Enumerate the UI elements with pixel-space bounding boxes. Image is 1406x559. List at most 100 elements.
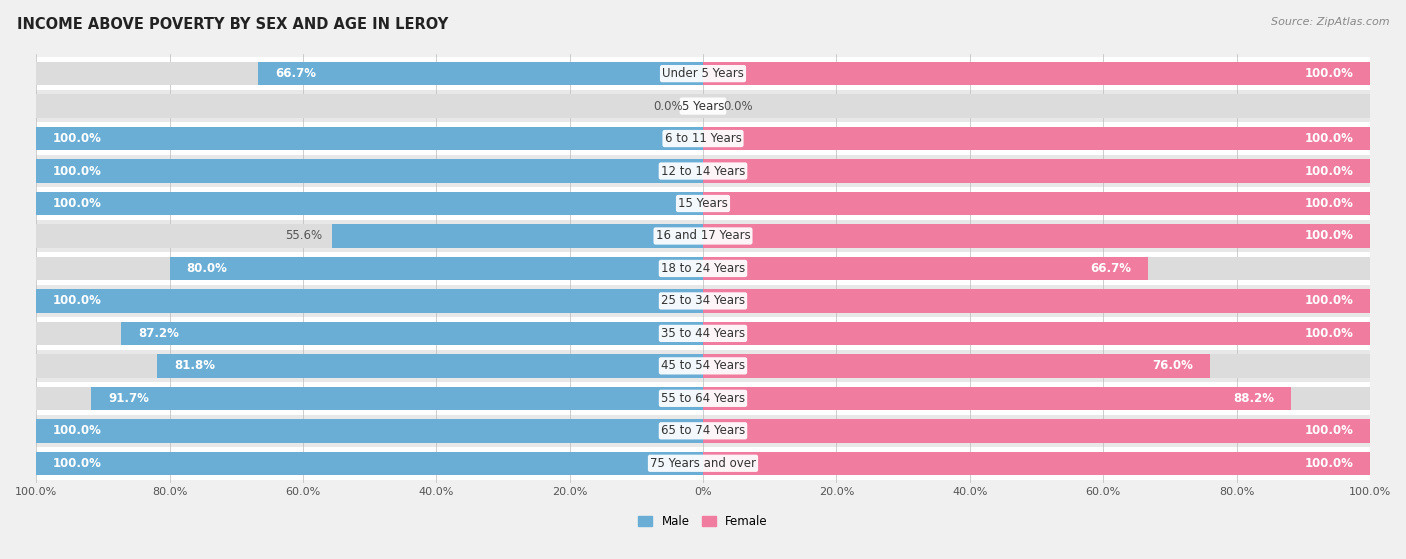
Bar xyxy=(703,387,1291,410)
Text: 76.0%: 76.0% xyxy=(1153,359,1194,372)
Bar xyxy=(37,122,1369,155)
Text: 100.0%: 100.0% xyxy=(53,424,101,437)
Bar xyxy=(703,62,1369,86)
Text: 66.7%: 66.7% xyxy=(1090,262,1132,275)
Text: 100.0%: 100.0% xyxy=(1305,295,1353,307)
Legend: Male, Female: Male, Female xyxy=(634,510,772,533)
Bar xyxy=(703,321,1369,345)
Bar xyxy=(703,452,1369,475)
Bar xyxy=(157,354,703,377)
Bar xyxy=(37,90,1369,122)
Text: 81.8%: 81.8% xyxy=(174,359,215,372)
Text: 100.0%: 100.0% xyxy=(53,164,101,178)
Bar xyxy=(37,452,703,475)
Bar xyxy=(703,257,1147,280)
Bar xyxy=(37,187,1369,220)
Bar xyxy=(703,127,1369,150)
Text: 55 to 64 Years: 55 to 64 Years xyxy=(661,392,745,405)
Bar xyxy=(37,349,1369,382)
Bar xyxy=(37,285,1369,317)
Text: 100.0%: 100.0% xyxy=(53,457,101,470)
Bar xyxy=(37,252,1369,285)
Bar xyxy=(703,192,1369,215)
Text: 15 Years: 15 Years xyxy=(678,197,728,210)
Bar xyxy=(37,192,703,215)
Text: INCOME ABOVE POVERTY BY SEX AND AGE IN LEROY: INCOME ABOVE POVERTY BY SEX AND AGE IN L… xyxy=(17,17,449,32)
Bar xyxy=(37,289,703,312)
Bar xyxy=(37,192,703,215)
Text: 0.0%: 0.0% xyxy=(723,100,752,112)
Bar xyxy=(121,321,703,345)
Bar xyxy=(37,62,703,86)
Bar xyxy=(37,94,703,118)
Bar xyxy=(37,127,703,150)
Text: 100.0%: 100.0% xyxy=(1305,164,1353,178)
Text: 91.7%: 91.7% xyxy=(108,392,149,405)
Bar xyxy=(703,127,1369,150)
Bar xyxy=(37,419,703,443)
Bar xyxy=(703,354,1209,377)
Bar xyxy=(703,159,1369,183)
Bar xyxy=(703,452,1369,475)
Bar xyxy=(37,159,703,183)
Bar xyxy=(703,354,1369,377)
Bar xyxy=(703,62,1369,86)
Bar xyxy=(703,321,1369,345)
Text: 16 and 17 Years: 16 and 17 Years xyxy=(655,230,751,243)
Bar xyxy=(37,127,703,150)
Bar xyxy=(37,220,1369,252)
Text: 100.0%: 100.0% xyxy=(1305,230,1353,243)
Text: 100.0%: 100.0% xyxy=(1305,67,1353,80)
Bar xyxy=(332,224,703,248)
Bar xyxy=(703,224,1369,248)
Text: 100.0%: 100.0% xyxy=(1305,424,1353,437)
Text: 100.0%: 100.0% xyxy=(53,132,101,145)
Text: 100.0%: 100.0% xyxy=(1305,457,1353,470)
Text: Under 5 Years: Under 5 Years xyxy=(662,67,744,80)
Text: 100.0%: 100.0% xyxy=(1305,197,1353,210)
Bar xyxy=(37,447,1369,480)
Bar xyxy=(703,159,1369,183)
Bar xyxy=(259,62,703,86)
Text: 0.0%: 0.0% xyxy=(654,100,683,112)
Bar xyxy=(170,257,703,280)
Bar xyxy=(703,94,1369,118)
Bar xyxy=(37,387,703,410)
Text: 88.2%: 88.2% xyxy=(1233,392,1274,405)
Bar xyxy=(91,387,703,410)
Bar xyxy=(703,224,1369,248)
Bar xyxy=(703,419,1369,443)
Text: 5 Years: 5 Years xyxy=(682,100,724,112)
Bar xyxy=(703,289,1369,312)
Bar xyxy=(37,452,703,475)
Bar xyxy=(37,155,1369,187)
Bar xyxy=(37,419,703,443)
Text: 6 to 11 Years: 6 to 11 Years xyxy=(665,132,741,145)
Bar xyxy=(703,192,1369,215)
Text: 55.6%: 55.6% xyxy=(285,230,322,243)
Bar xyxy=(703,289,1369,312)
Bar xyxy=(37,317,1369,349)
Text: 66.7%: 66.7% xyxy=(274,67,316,80)
Bar xyxy=(703,419,1369,443)
Text: 100.0%: 100.0% xyxy=(53,197,101,210)
Text: 100.0%: 100.0% xyxy=(1305,132,1353,145)
Text: 65 to 74 Years: 65 to 74 Years xyxy=(661,424,745,437)
Bar xyxy=(703,387,1369,410)
Text: 18 to 24 Years: 18 to 24 Years xyxy=(661,262,745,275)
Bar xyxy=(37,58,1369,90)
Text: 35 to 44 Years: 35 to 44 Years xyxy=(661,327,745,340)
Bar xyxy=(37,257,703,280)
Text: 100.0%: 100.0% xyxy=(1305,327,1353,340)
Bar xyxy=(37,159,703,183)
Bar xyxy=(37,354,703,377)
Text: 75 Years and over: 75 Years and over xyxy=(650,457,756,470)
Bar xyxy=(37,415,1369,447)
Text: 80.0%: 80.0% xyxy=(186,262,226,275)
Text: 45 to 54 Years: 45 to 54 Years xyxy=(661,359,745,372)
Bar xyxy=(37,382,1369,415)
Bar xyxy=(703,257,1369,280)
Bar xyxy=(37,321,703,345)
Text: 25 to 34 Years: 25 to 34 Years xyxy=(661,295,745,307)
Bar xyxy=(37,224,703,248)
